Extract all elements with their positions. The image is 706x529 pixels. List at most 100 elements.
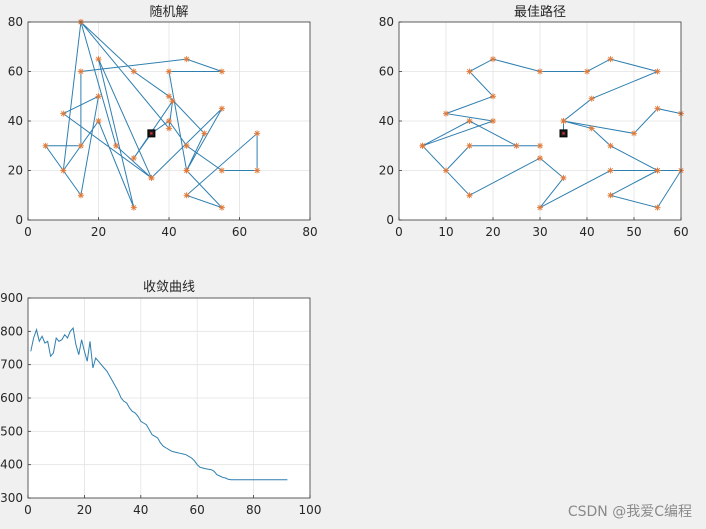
random-y-tick-label: 80 [8,15,23,29]
convergence-x-tick-label: 100 [299,503,322,517]
random-city-marker [183,56,190,63]
convergence-y-tick-label: 700 [0,358,23,372]
random-city-marker [166,125,172,132]
convergence-series-line [30,326,288,481]
best-city-marker [607,56,614,63]
random-city-marker [218,68,225,75]
random-city-marker [113,142,120,149]
best-x-tick-label: 40 [579,225,594,239]
best-x-tick-label: 30 [532,225,547,239]
best-city-marker [560,118,567,124]
best-city-marker [588,95,595,102]
convergence-x-tick-label: 60 [190,503,205,517]
convergence-y-tick-label: 300 [0,491,23,505]
random-city-marker [254,130,261,137]
random-city-marker [95,56,102,63]
random-x-tick-label: 20 [91,225,106,239]
best-y-tick-label: 80 [379,15,394,29]
best-city-marker [466,192,473,199]
random-city-marker [254,167,261,174]
random-city-marker [77,142,84,149]
best-y-tick-label: 20 [379,164,394,178]
best-x-tick-label: 50 [626,225,641,239]
best-x-tick-label: 20 [485,225,500,239]
best-city-marker [537,142,543,149]
random-city-marker [77,192,84,199]
random-solution-axes: 随机解 0 20 40 60 80 0 20 40 60 80 [8,5,318,239]
random-city-marker [218,167,225,174]
best-route-title: 最佳路径 [514,4,566,20]
convergence-x-tick-label: 80 [246,503,261,517]
best-city-marker [490,118,496,124]
best-city-marker [537,68,543,75]
random-city-marker [95,118,102,124]
random-city-marker [130,204,137,211]
random-city-marker [166,93,172,100]
random-x-tick-label: 40 [161,225,176,239]
random-city-marker [42,142,49,149]
random-y-tick-label: 60 [8,65,23,79]
best-city-marker [631,130,637,137]
best-start-point-center [562,132,565,135]
best-city-marker [654,204,661,211]
random-x-tick-label: 0 [24,225,32,239]
best-city-marker [419,142,426,149]
random-city-marker [130,68,137,75]
best-city-marker [466,68,473,75]
best-city-marker [490,93,496,100]
best-city-marker [490,56,496,63]
convergence-x-tick-label: 20 [77,503,92,517]
random-city-marker [218,105,225,112]
random-city-marker [218,204,225,211]
best-x-tick-label: 10 [438,225,453,239]
random-y-tick-label: 20 [8,164,23,178]
best-city-marker [560,174,567,181]
best-y-tick-label: 0 [386,213,394,227]
best-city-marker [588,125,595,132]
random-start-point-center [150,132,153,135]
best-city-marker [443,110,449,117]
best-city-marker [537,155,543,162]
best-city-marker [654,167,661,174]
random-city-marker [77,68,84,75]
convergence-x-tick-label: 40 [133,503,148,517]
best-x-tick-label: 0 [395,225,403,239]
random-y-tick-label: 40 [8,114,23,128]
random-series-line [44,22,258,209]
random-city-marker [130,155,137,162]
best-city-marker [607,192,614,199]
best-y-tick-label: 60 [379,65,394,79]
random-city-marker [95,93,102,100]
watermark: CSDN @我爱C编程 [567,504,692,520]
convergence-y-tick-label: 500 [0,424,23,438]
random-city-marker [60,167,67,174]
best-y-tick-label: 40 [379,114,394,128]
best-x-tick-label: 60 [673,225,688,239]
random-city-marker [148,174,155,181]
random-city-marker [183,192,190,199]
random-city-marker [166,68,172,75]
random-city-marker [201,130,208,137]
random-solution-title: 随机解 [149,5,188,20]
best-city-marker [607,167,614,174]
best-city-marker [537,204,543,211]
best-city-marker [607,142,614,149]
best-city-marker [584,68,590,75]
random-city-marker [169,98,176,105]
random-city-marker [166,118,172,124]
random-city-marker [183,167,190,174]
convergence-title: 收敛曲线 [143,279,195,295]
convergence-y-tick-label: 800 [0,324,23,338]
convergence-x-tick-label: 0 [24,503,32,517]
convergence-y-tick-label: 600 [0,391,23,405]
best-city-marker [513,142,520,149]
best-city-marker [654,68,661,75]
best-city-marker [466,142,473,149]
best-city-marker [466,118,473,124]
convergence-y-tick-label: 900 [0,291,23,305]
random-y-tick-label: 0 [15,213,23,227]
random-x-tick-label: 60 [232,225,247,239]
best-route-axes: 最佳路径 0 10 20 30 40 50 60 0 20 40 60 80 [379,4,689,239]
best-city-marker [654,105,661,112]
